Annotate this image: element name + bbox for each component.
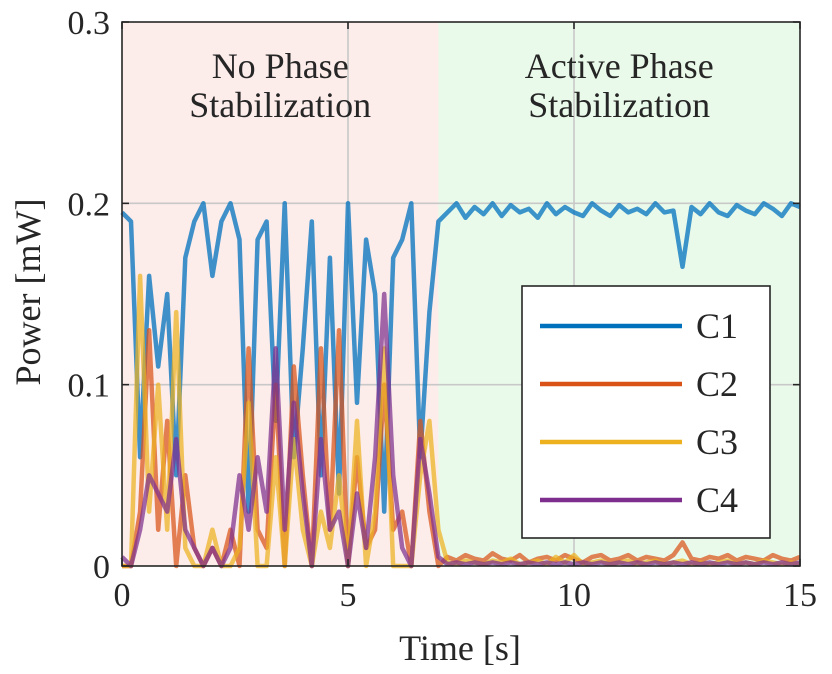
axes-box	[121, 21, 801, 567]
series-line-c1	[120, 201, 801, 514]
axes-layer: 0 5 10 15 0 0.1 0.2 0.3	[68, 5, 818, 614]
legend-label-c2: C2	[696, 364, 738, 404]
series-line-c2	[122, 328, 801, 569]
legend-label-c1: C1	[696, 306, 738, 346]
no-phase-stabilization-label-line1: No Phase	[212, 46, 349, 86]
legend-label-c4: C4	[696, 480, 738, 520]
x-tick-label: 5	[340, 577, 357, 614]
x-tick-label: 10	[557, 577, 591, 614]
y-tick-label: 0.3	[68, 5, 111, 42]
series-line-c4	[120, 291, 801, 569]
active-phase-stabilization-label-line1: Active Phase	[525, 46, 714, 86]
y-axis-title: Power [mW]	[8, 199, 48, 386]
y-tick-label: 0.1	[68, 368, 111, 405]
x-tick-label: 15	[783, 577, 817, 614]
legend: C1 C2 C3 C4	[521, 285, 771, 539]
lines-layer	[120, 201, 801, 569]
legend-label-c3: C3	[696, 422, 738, 462]
y-tick-label: 0.2	[68, 186, 111, 223]
active-phase-stabilization-label-line2: Stabilization	[528, 85, 710, 125]
no-phase-stabilization-label-line2: Stabilization	[189, 85, 371, 125]
y-tick-label: 0	[93, 549, 110, 586]
x-axis-title: Time [s]	[399, 628, 521, 668]
x-tick-label: 0	[114, 577, 131, 614]
